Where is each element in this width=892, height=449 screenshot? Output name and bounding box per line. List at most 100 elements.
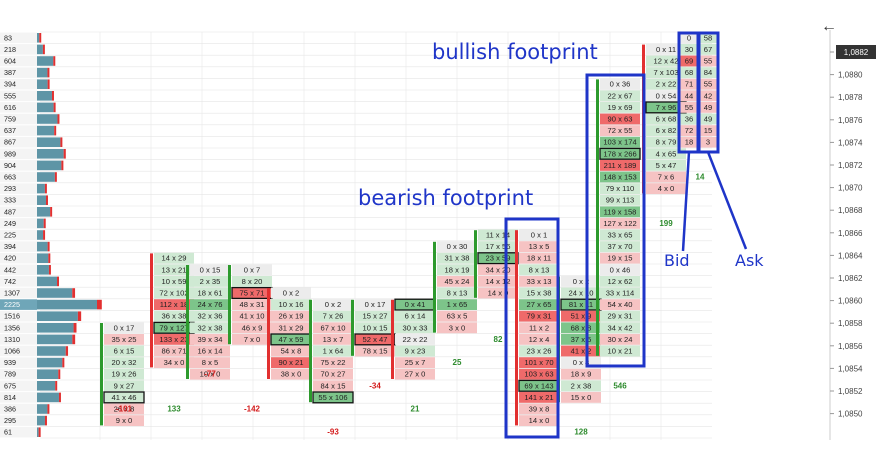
volume-value: 867: [4, 138, 16, 147]
footprint-cell-text: 5 x 47: [656, 161, 677, 170]
footprint-cell: [313, 322, 353, 334]
candle-body: [267, 288, 270, 379]
footprint-cell-text: 17 x 56: [486, 242, 511, 251]
volume-bar: [37, 381, 56, 391]
footprint-cell-text: 10 x 0: [200, 370, 221, 379]
footprint-cell: [154, 334, 194, 345]
volume-bar: [37, 427, 39, 437]
volume-bar: [37, 323, 74, 333]
volume-bar: [37, 346, 66, 356]
volume-value: 904: [4, 161, 16, 170]
footprint-cell: [519, 264, 559, 276]
footprint-cell-text: 41 x 10: [240, 312, 265, 321]
footprint-cell-text: 112 x 18: [160, 300, 189, 309]
footprint-cell: [600, 102, 640, 113]
footprint-cell: [271, 357, 311, 368]
footprint-cell-text: 33 x 114: [606, 289, 635, 298]
footprint-cell-text: 32 x 38: [198, 323, 223, 332]
volume-label-cell: [0, 194, 37, 206]
footprint-cell-text: 79 x 31: [527, 312, 552, 321]
footprint-cell: [600, 252, 640, 264]
footprint-cell-text: 19 x 26: [112, 370, 137, 379]
footprint-cell-text: 72 x 55: [608, 126, 633, 135]
price-tick-label: 1,0864: [838, 251, 863, 260]
footprint-cell-text: 37 x 70: [608, 242, 633, 251]
volume-bar: [37, 137, 61, 147]
footprint-cell-text: 0 x 7: [244, 265, 260, 274]
volume-value: 1516: [4, 312, 20, 321]
footprint-cell: [646, 55, 686, 67]
footprint-cell-text: 37 x 5: [571, 335, 592, 344]
footprint-cell-text: 34 x 20: [486, 265, 511, 274]
footprint-cell-text: 15 x 0: [571, 393, 592, 402]
footprint-cell-text: 14 x 0: [488, 289, 509, 298]
footprint-cell-text: 79 x 127: [159, 323, 188, 332]
price-tick-label: 1,0874: [838, 138, 863, 147]
footprint-cell-text: 12 x 4: [529, 335, 550, 344]
footprint-cell: [190, 334, 230, 345]
footprint-cell-text: 141 x 21: [524, 393, 553, 402]
footprint-cell-text: 1 x 64: [323, 347, 344, 356]
footprint-cell-text: 127 x 122: [603, 219, 636, 228]
volume-value: 487: [4, 207, 16, 216]
bid-label: Bid: [664, 251, 690, 270]
footprint-cell: [104, 380, 144, 392]
footprint-cell-text: 18 x 11: [527, 254, 551, 263]
footprint-cell-text: 10 x 59: [162, 277, 187, 286]
ask-value: 49: [704, 103, 712, 112]
footprint-cell: [437, 252, 477, 264]
footprint-cell-text: 101 x 70: [524, 358, 553, 367]
volume-bar: [37, 218, 44, 229]
delta-value: 14: [696, 173, 705, 182]
footprint-cell: [519, 276, 559, 287]
footprint-cell: [519, 345, 559, 357]
price-tick-label: 1,0852: [838, 387, 863, 396]
volume-bar: [37, 207, 51, 217]
volume-bar-tip: [60, 137, 63, 147]
volume-bar: [37, 91, 52, 101]
back-arrow-icon[interactable]: ←: [821, 18, 837, 35]
footprint-cell-text: 8 x 79: [656, 138, 677, 147]
volume-bar-tip: [63, 149, 66, 159]
footprint-cell-text: 18 x 19: [445, 265, 470, 274]
volume-value: 218: [4, 45, 16, 54]
footprint-cell: [271, 299, 311, 310]
volume-value: 789: [4, 370, 16, 379]
volume-label-cell: [0, 218, 37, 229]
footprint-cell-text: 12 x 42: [654, 57, 679, 66]
volume-bar: [37, 172, 55, 182]
volume-bar-tip: [45, 195, 48, 205]
ask-value: 15: [704, 126, 712, 135]
ask-value: 67: [704, 45, 712, 54]
delta-value: 133: [167, 405, 181, 414]
bid-value: 44: [685, 91, 693, 100]
volume-value: 394: [4, 80, 16, 89]
footprint-cell: [104, 345, 144, 357]
footprint-cell-text: 8 x 5: [202, 358, 218, 367]
footprint-cell: [600, 206, 640, 218]
volume-value: 387: [4, 68, 16, 77]
footprint-cell: [313, 345, 353, 357]
footprint-cell: [232, 322, 272, 334]
footprint-cell: [600, 171, 640, 183]
volume-bar-tip: [61, 160, 64, 171]
volume-label-cell: [0, 90, 37, 102]
delta-value: 128: [574, 428, 588, 437]
footprint-cell: [190, 264, 230, 276]
footprint-cell-text: 36 x 38: [162, 312, 187, 321]
bid-cell: [680, 136, 698, 148]
footprint-cell: [313, 380, 353, 392]
footprint-cell-text: 11 x 2: [529, 323, 549, 332]
volume-bar-tip: [53, 102, 56, 113]
footprint-cell: [519, 357, 559, 368]
footprint-cell: [646, 183, 686, 194]
footprint-cell-text: 18 x 61: [198, 289, 223, 298]
volume-label-cell: [0, 310, 37, 322]
footprint-cell-text: 90 x 21: [279, 358, 304, 367]
price-tick-label: 1,0872: [838, 161, 863, 170]
footprint-cell-text: 4 x 65: [656, 149, 677, 158]
volume-value: 225: [4, 231, 16, 240]
footprint-cell: [190, 345, 230, 357]
delta-value: 21: [411, 405, 420, 414]
